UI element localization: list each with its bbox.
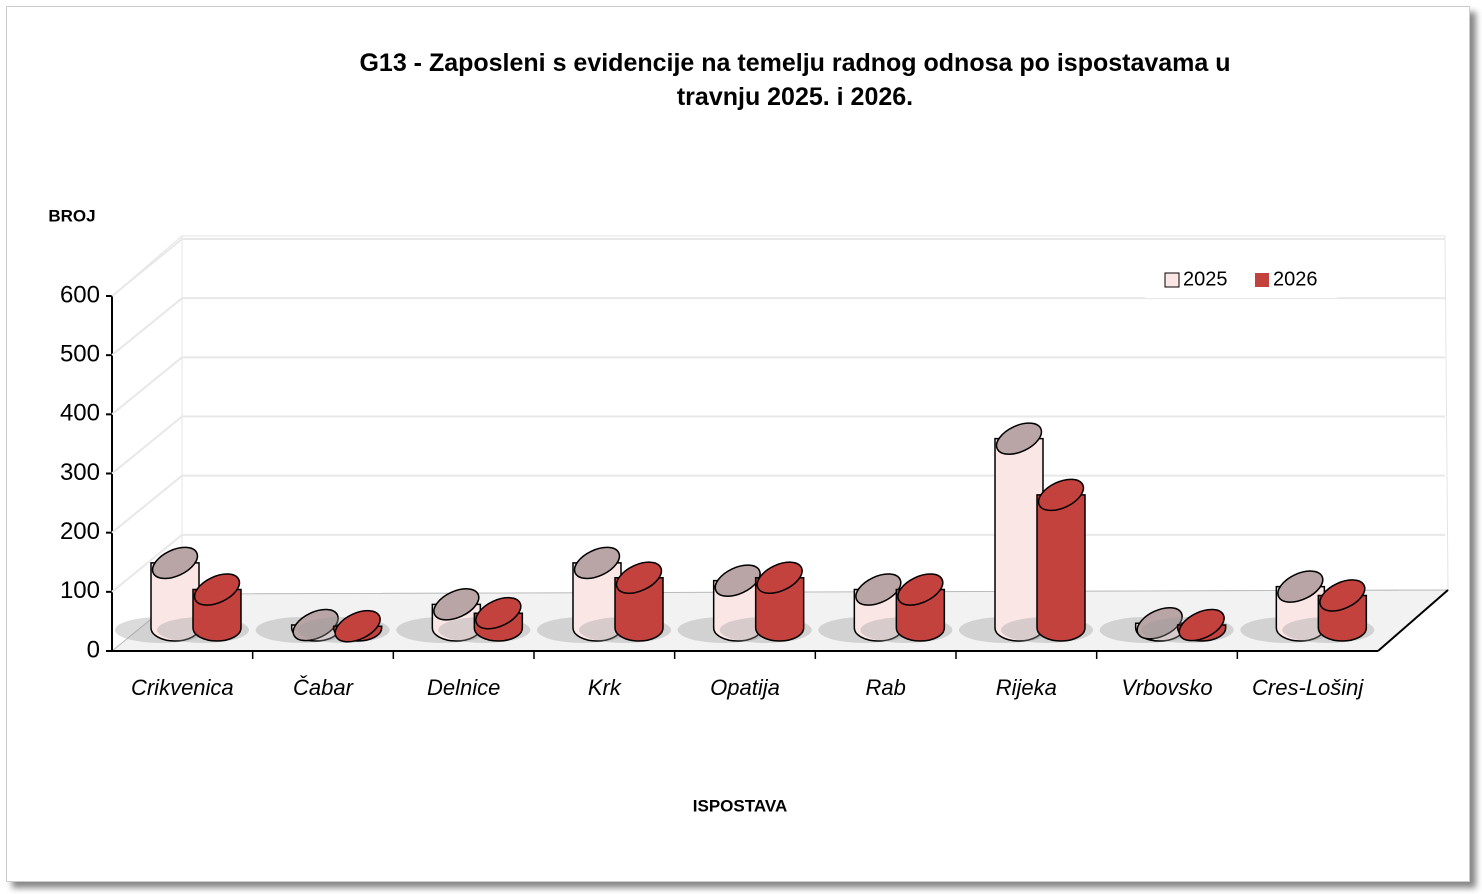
cylinder-top (1277, 570, 1324, 603)
cylinder-top (995, 422, 1043, 455)
cylinder (396, 588, 489, 643)
cylinder-top (1319, 579, 1366, 612)
cylinder-top (433, 588, 480, 621)
cylinder-top (615, 561, 663, 595)
x-tick-label: Čabar (293, 675, 355, 700)
cylinder (115, 546, 207, 643)
cylinder-top (193, 573, 241, 606)
y-tick-label: 500 (60, 341, 100, 368)
x-tick-label: Delnice (427, 675, 500, 700)
cylinder (1141, 608, 1234, 643)
cylinder-top (292, 608, 339, 642)
legend-label: 2026 (1273, 268, 1318, 290)
y-tick-label: 200 (60, 518, 100, 545)
cylinder (438, 596, 531, 643)
y-tick-label: 100 (60, 577, 100, 604)
cylinder-top (855, 573, 902, 606)
cylinder (579, 561, 671, 643)
cylinder-top (714, 564, 761, 597)
grid-line (111, 238, 183, 297)
grid-line (111, 534, 183, 593)
x-axis-depth (1377, 589, 1449, 652)
grid-line (111, 415, 183, 475)
x-tick-label: Crikvenica (131, 675, 234, 700)
cylinder (157, 573, 249, 643)
cylinder (959, 422, 1051, 643)
x-tick-label: Opatija (710, 675, 780, 700)
cylinder (1240, 570, 1333, 643)
cylinder-top (1037, 478, 1085, 512)
cylinder (860, 573, 953, 643)
cylinder (719, 561, 812, 643)
cylinder-top (151, 546, 199, 580)
y-tick-label: 600 (60, 281, 100, 308)
x-axis-label: ISPOSTAVA (693, 796, 787, 815)
cylinder (537, 546, 629, 643)
legend-swatch (1164, 272, 1180, 288)
x-tick-label: Cres-Lošinj (1252, 675, 1364, 700)
cylinder-top (756, 561, 803, 595)
cylinder-top (897, 573, 944, 606)
x-tick-label: Rab (865, 675, 905, 700)
cylinder (297, 609, 390, 643)
cylinder-body (994, 437, 1044, 642)
grid-line (111, 297, 183, 356)
grid-line (111, 474, 183, 534)
x-tick-label: Krk (588, 675, 622, 700)
grid-line (111, 356, 183, 416)
chart-title: G13 - Zaposleni s evidencije na temelju … (359, 49, 1231, 111)
cylinder (818, 573, 911, 643)
cylinder (1282, 579, 1375, 643)
y-tick-label: 0 (87, 636, 100, 663)
y-axis-label: BROJ (48, 206, 95, 225)
legend-label: 2025 (1183, 268, 1228, 290)
cylinder-top (1178, 608, 1225, 642)
cylinder (1001, 478, 1093, 643)
cylinder (1099, 606, 1192, 643)
cylinder-top (1136, 606, 1183, 640)
cylinder-top (475, 596, 522, 630)
x-tick-label: Rijeka (996, 675, 1057, 700)
cylinder (255, 608, 348, 643)
legend-swatch (1255, 273, 1269, 287)
cylinder-top (573, 546, 621, 580)
y-tick-label: 300 (60, 459, 100, 486)
x-tick-label: Vrbovsko (1121, 675, 1212, 700)
cylinder (677, 564, 770, 643)
cylinder-body (1036, 494, 1086, 642)
cylinder-top (334, 609, 381, 643)
y-tick-label: 400 (60, 400, 100, 427)
